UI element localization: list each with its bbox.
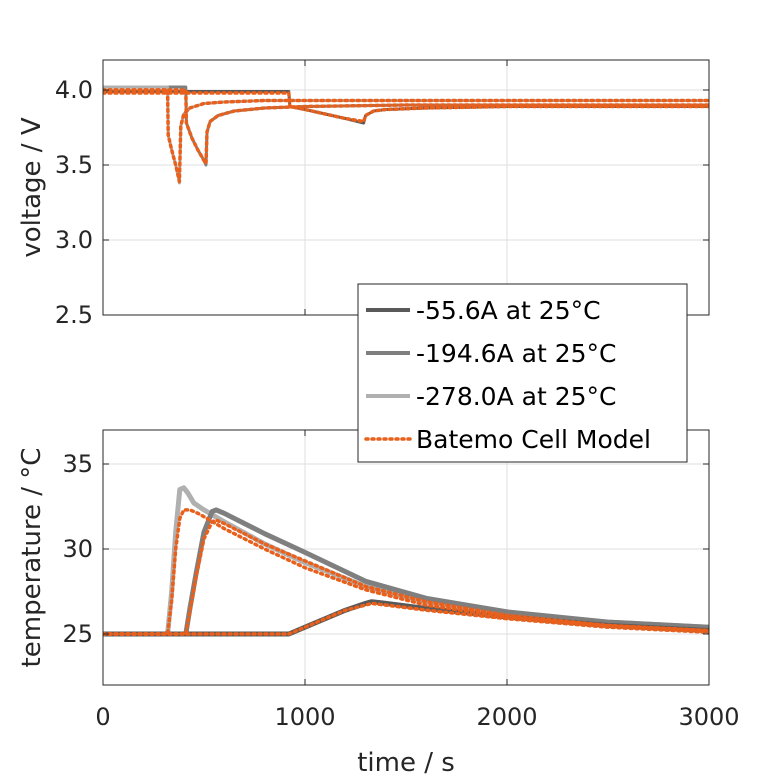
legend-label: Batemo Cell Model — [416, 425, 651, 454]
y-axis-label: temperature / °C — [17, 448, 47, 668]
legend: -55.6A at 25°C -194.6A at 25°C -278.0A at … — [357, 283, 688, 463]
x-tick-label: 0 — [95, 703, 110, 731]
series-group — [103, 485, 709, 637]
plot-area — [103, 430, 709, 685]
series-line-model-5 — [103, 91, 709, 124]
y-axis-label: voltage / V — [17, 117, 47, 257]
x-tick-label: 1000 — [274, 703, 335, 731]
legend-label: -55.6A at 25°C — [416, 296, 601, 325]
x-tick-label: 3000 — [678, 703, 739, 731]
temperature-axes: 25 30 35 0 1000 2000 3000 temperature / °C time … — [17, 429, 740, 778]
series-line-model-4 — [103, 518, 709, 636]
y-tick-label: 35 — [62, 450, 93, 478]
voltage-axes: 2.5 3.0 3.5 4.0 voltage / V — [17, 59, 710, 329]
legend-label: -278.0A at 25°C — [416, 382, 616, 411]
series-line-batemo-cell-model — [103, 508, 709, 636]
y-tick-label: 2.5 — [55, 301, 93, 329]
series-line-batemo-cell-model — [103, 88, 709, 184]
plot-area — [103, 60, 709, 315]
y-tick-label: 30 — [62, 535, 93, 563]
legend-label: -194.6A at 25°C — [416, 339, 616, 368]
series-line-model-5 — [103, 601, 709, 636]
x-tick-label: 2000 — [476, 703, 537, 731]
y-tick-label: 4.0 — [55, 76, 93, 104]
y-tick-label: 3.5 — [55, 151, 93, 179]
series-group — [103, 85, 709, 185]
legend-box — [357, 283, 688, 463]
x-axis-label: time / s — [357, 748, 455, 778]
y-tick-label: 25 — [62, 620, 93, 648]
y-tick-label: 3.0 — [55, 226, 93, 254]
